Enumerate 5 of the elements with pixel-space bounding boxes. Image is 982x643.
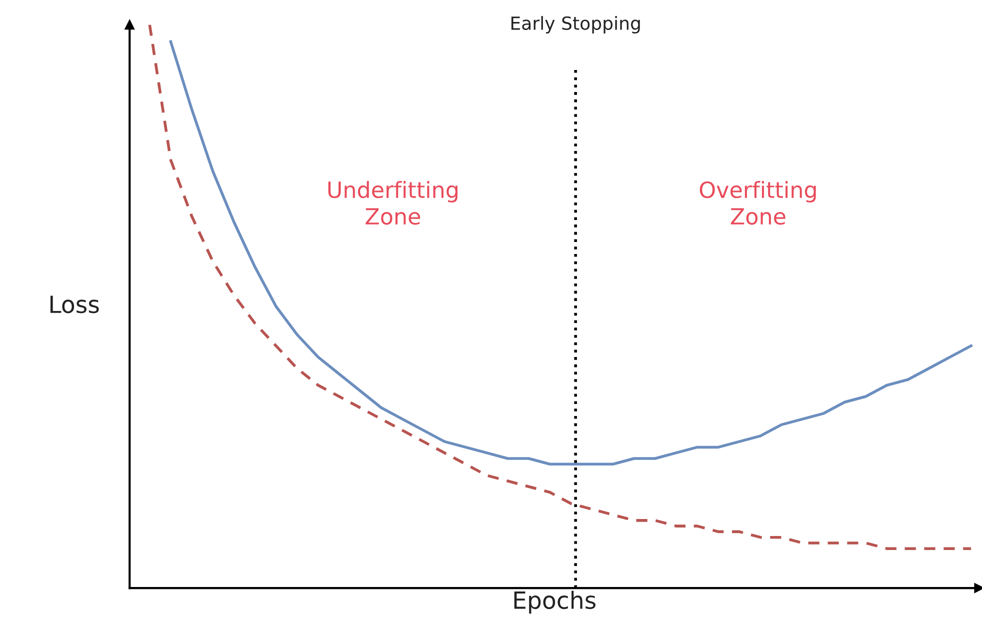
y-axis-title: Loss [50,296,99,314]
x-axis-title: Epochs [514,590,596,614]
annotation: Overfitting Zone [700,180,816,225]
annotation: Underfitting Zone [328,180,458,225]
annotation: Early Stopping [511,16,640,34]
